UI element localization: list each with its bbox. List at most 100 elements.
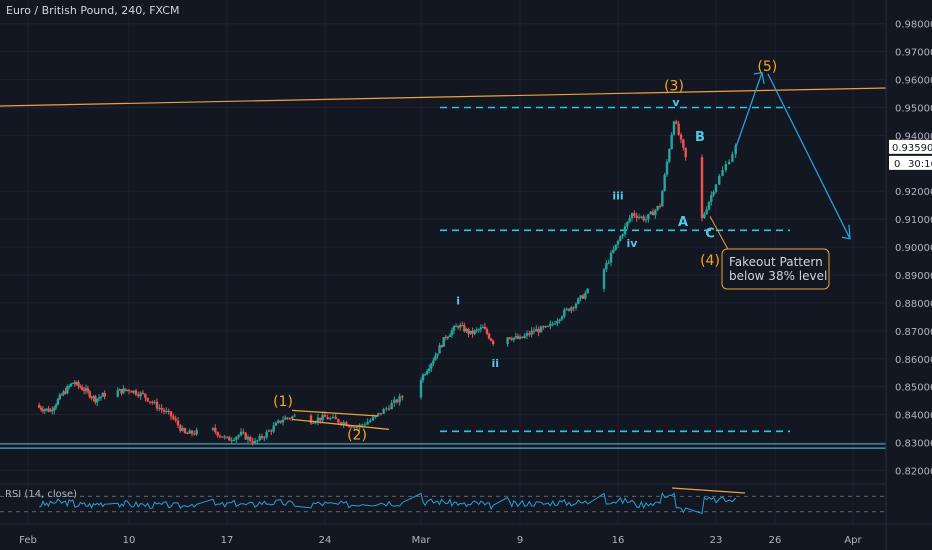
candle [251,437,254,446]
candle [553,320,557,325]
candle [581,293,585,300]
candle-body [82,389,86,391]
candle [721,166,724,177]
candle [321,411,324,424]
candle-body [387,408,391,410]
candle-body [642,216,645,221]
candle-body [579,295,582,299]
candle [148,401,152,405]
candle [45,408,48,412]
candle-body [165,410,168,412]
candle [52,405,56,415]
candle-body [734,145,737,155]
candle-body [489,338,493,341]
candle [88,389,91,399]
candle [239,428,243,437]
candle-body [265,431,268,438]
candle [530,327,533,338]
candle [714,183,718,194]
candle-body [99,396,103,398]
candle-body [86,388,90,392]
candle-body [619,236,622,242]
candle-body [94,396,97,403]
candle-body [551,323,554,325]
candle-body [251,441,254,444]
x-tick-label: 10 [123,535,136,546]
candle-body [514,336,518,338]
candle-body [452,326,456,331]
candle [232,437,236,442]
candle [39,405,43,412]
candle-body [244,432,247,440]
candle [75,380,78,386]
candle [382,407,385,414]
wave-label: C [705,226,715,241]
candle [90,395,93,401]
candle-body [88,391,91,398]
candle-body [530,330,533,335]
candle-body [614,244,617,250]
candle [473,329,476,336]
candle-body [45,408,48,410]
candle [96,398,99,407]
candle-body [181,428,184,431]
candle [579,295,582,302]
wave-label: iii [612,190,623,203]
candle [230,437,233,444]
candle-body [369,420,372,422]
candle-body [434,355,437,361]
candle-body [379,413,383,415]
candle-body [679,134,683,140]
arrow-down-line [767,73,851,239]
candle-body [563,309,566,317]
candle [635,212,638,222]
candle-body [477,329,480,331]
candle [432,357,435,367]
candle-body [366,421,369,425]
candle [425,369,429,376]
candle-body [471,330,474,334]
candle [331,414,335,419]
candle [183,427,187,434]
candle [477,328,480,333]
candle-body [382,409,385,414]
candle-body [132,390,135,393]
candle [172,413,175,421]
candle-body [651,211,655,216]
candle-body [284,417,287,420]
candle-body [570,307,573,311]
candle [64,387,67,395]
candle-body [75,382,78,385]
candle [223,434,226,440]
candle-body [647,214,650,220]
candle-body [52,407,56,411]
candle [395,398,399,404]
candle-body [120,389,123,394]
candle [186,431,189,435]
rsi-panel: RSI (14, close) [0,487,886,515]
candle-body [425,371,429,375]
candle [176,417,180,429]
candle [609,250,613,267]
candle [565,307,568,311]
x-tick-label: 17 [221,535,234,546]
candle [47,405,50,413]
candle [514,332,518,340]
candle-body [456,326,460,328]
candle [574,302,578,311]
candle [127,388,131,395]
candle-body [158,407,161,409]
candle [387,405,391,411]
candle-body [176,420,180,426]
candle [570,306,573,314]
candle-body [214,427,217,433]
candle-body [421,374,425,381]
candle-body [549,323,552,327]
candle [658,203,662,209]
candle-body [167,410,170,412]
arrow-up-line [735,72,763,148]
candle-body [630,213,634,219]
